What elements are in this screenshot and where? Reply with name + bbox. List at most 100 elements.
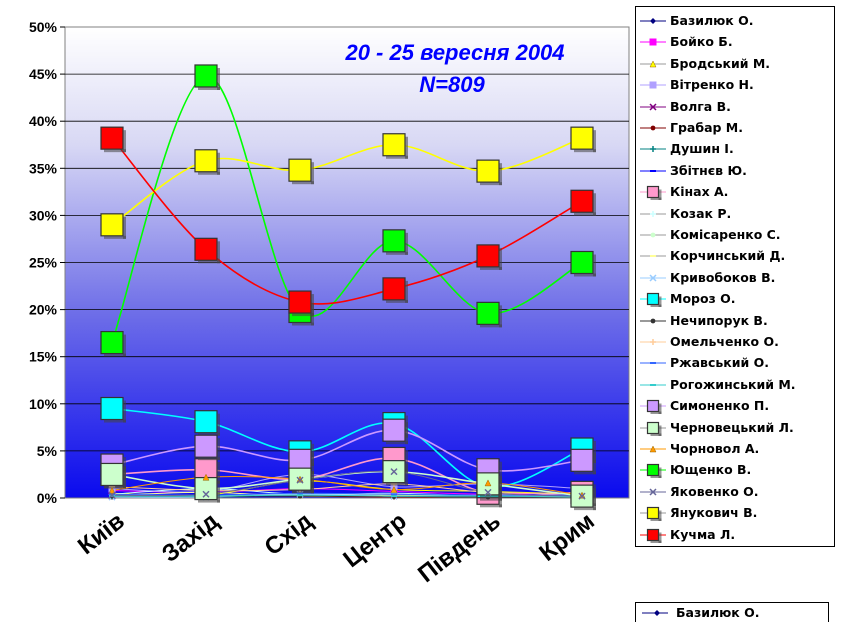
legend-item: Грабар М.	[636, 118, 834, 139]
marker-shadow	[650, 411, 662, 415]
marker-shadow	[217, 413, 220, 436]
marker-shadow	[405, 280, 408, 303]
data-point	[382, 418, 406, 442]
legend-item: Симоненко П.	[636, 396, 834, 417]
legend-label: Омельченко О.	[670, 334, 779, 349]
legend-label: Кривобоков В.	[670, 269, 776, 285]
legend-label: Мороз О.	[670, 291, 736, 307]
marker-shadow	[217, 241, 220, 264]
marker-shadow	[123, 466, 126, 489]
marker-shadow	[386, 299, 408, 303]
legend-item: Кучма Л.	[636, 525, 834, 546]
data-point	[100, 126, 124, 150]
legend-swatch	[640, 274, 666, 282]
data-point	[108, 491, 116, 499]
legend-label: Корчинський Д.	[670, 248, 786, 264]
legend-swatch	[640, 507, 666, 522]
legend-label: Грабар М.	[670, 120, 743, 135]
legend-label: Волга В.	[670, 98, 731, 114]
y-tick-label: 20%	[29, 302, 58, 318]
data-point	[390, 468, 398, 476]
x-axis-ticks: Київ Захід Схід Центр Південь Крим	[73, 507, 600, 588]
marker-shadow	[311, 471, 314, 494]
marker-shadow	[198, 260, 220, 264]
legend-swatch	[640, 60, 666, 68]
data-point	[202, 490, 210, 498]
chart-title: 20 - 25 вересня 2004	[344, 40, 564, 65]
legend-item: Кінах А.	[636, 182, 834, 203]
marker-shadow	[123, 334, 126, 357]
legend-label: Рогожинський М.	[670, 376, 796, 392]
legend-label: Збітнєв Ю.	[670, 162, 747, 178]
data-point	[578, 492, 586, 500]
marker-shadow	[292, 322, 314, 326]
marker-shadow	[593, 452, 596, 475]
legend-label: Черновецький Л.	[670, 419, 794, 435]
marker-shadow	[292, 313, 314, 317]
legend-marker	[649, 60, 657, 68]
legend-item: Збітнєв Ю.	[636, 161, 834, 182]
y-axis-ticks: 0% 5% 10% 15% 20% 25% 30% 35% 40% 45% 50%	[29, 19, 65, 506]
legend-marker	[649, 81, 657, 89]
data-point	[194, 237, 218, 261]
data-point	[476, 244, 500, 268]
legend-item: Душин І.	[636, 139, 834, 160]
legend-label: Нечипорук В.	[670, 312, 768, 328]
marker-shadow	[593, 193, 596, 216]
legend-swatch	[640, 18, 666, 24]
data-point	[108, 486, 116, 494]
marker-shadow	[480, 494, 502, 498]
series-markers	[100, 126, 596, 317]
legend-swatch	[640, 421, 666, 436]
legend-item: Кривобоков В.	[636, 268, 834, 289]
y-tick-label: 25%	[29, 255, 58, 271]
legend-label: Янукович В.	[670, 505, 758, 521]
data-point	[390, 485, 398, 493]
data-point	[194, 434, 218, 458]
legend-marker	[646, 528, 660, 541]
legend-secondary: Базилюк О.	[635, 602, 829, 622]
legend-swatch	[640, 400, 666, 415]
legend-swatch	[640, 169, 666, 172]
marker-shadow	[311, 452, 314, 475]
legend-label: Ржавський О.	[670, 355, 769, 371]
y-tick-label: 10%	[29, 396, 58, 412]
legend-swatch	[640, 125, 666, 131]
y-tick-label: 35%	[29, 160, 58, 176]
data-point	[100, 396, 124, 421]
gridlines	[65, 73, 629, 452]
legend-item: Волга В.	[636, 97, 834, 118]
legend-swatch	[640, 232, 666, 238]
data-point	[194, 476, 218, 501]
data-point	[100, 462, 124, 487]
legend-item: Янукович В.	[636, 503, 834, 524]
legend-marker	[649, 103, 657, 111]
marker-shadow	[198, 86, 220, 90]
legend-swatch	[640, 488, 666, 496]
marker-shadow	[480, 324, 502, 328]
marker-shadow	[480, 266, 502, 270]
x-tick-label: Південь	[413, 507, 506, 588]
legend-marker	[646, 464, 660, 477]
series-markers	[100, 64, 596, 511]
marker-shadow	[658, 425, 662, 436]
legend-swatch	[640, 464, 666, 479]
marker-shadow	[198, 171, 220, 175]
marker-shadow	[650, 475, 662, 479]
marker-shadow	[658, 189, 662, 201]
marker-shadow	[104, 485, 126, 489]
legend-label: Козак Р.	[670, 205, 732, 221]
legend-label: Симоненко П.	[670, 398, 770, 414]
marker-shadow	[405, 450, 408, 473]
legend-item: Ржавський О.	[636, 353, 834, 374]
legend-marker	[650, 318, 656, 323]
legend-item: Бойко Б.	[636, 32, 834, 53]
legend-swatch	[640, 210, 666, 217]
legend-item: Вітренко Н.	[636, 75, 834, 96]
data-point	[476, 301, 500, 325]
legend-item: Ющенко В.	[636, 460, 834, 481]
legend-swatch	[640, 146, 666, 153]
legend-label: Яковенко О.	[670, 483, 759, 499]
legend-marker	[650, 210, 656, 217]
data-point	[382, 229, 406, 253]
